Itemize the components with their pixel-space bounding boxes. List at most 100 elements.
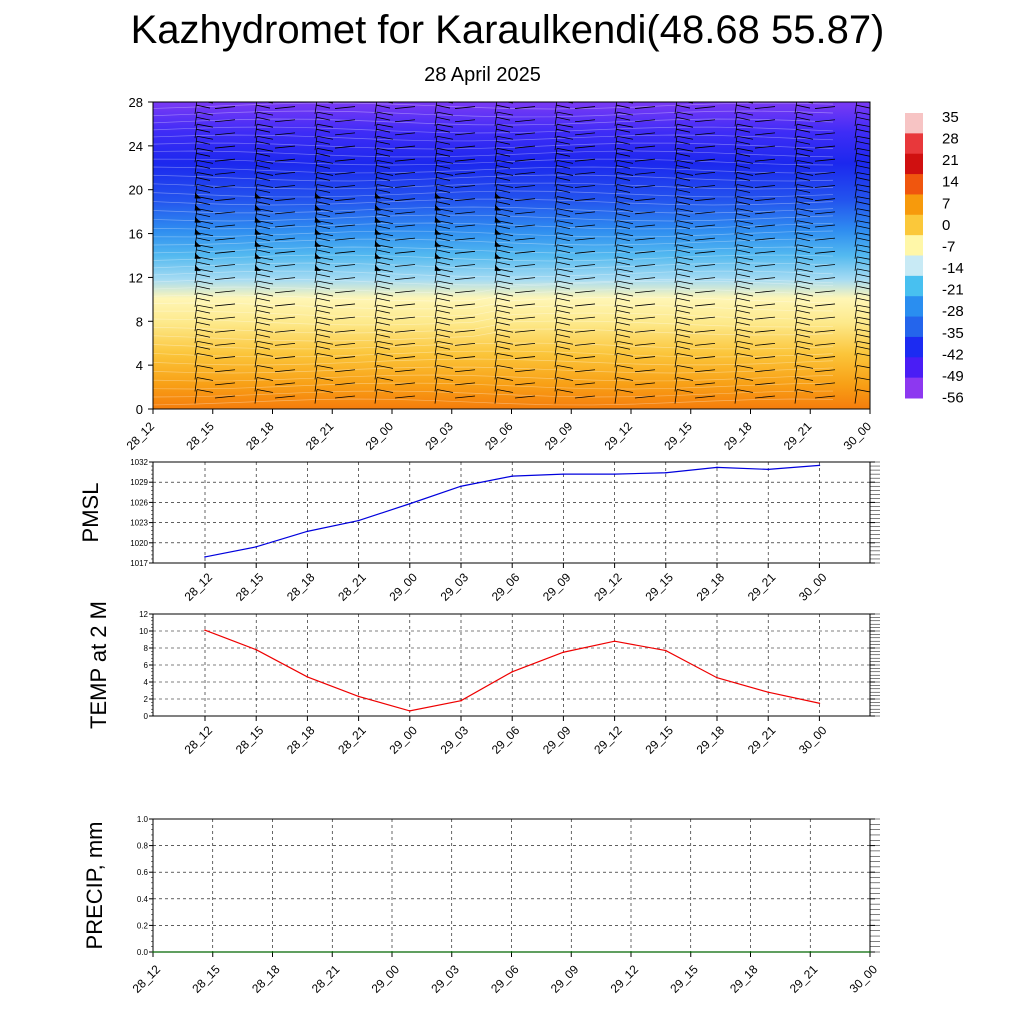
wind-barb-pennant — [255, 228, 261, 235]
wind-barb-feather — [196, 232, 214, 237]
wind-barb-feather — [675, 285, 691, 290]
wind-barb-feather — [195, 177, 211, 181]
wind-barb-feather — [205, 102, 214, 104]
wind-barb-staff — [374, 292, 378, 308]
wind-barb-feather — [334, 237, 356, 241]
wind-barb-feather — [574, 343, 596, 346]
wind-barb-staff — [794, 341, 798, 356]
wind-barb-feather — [436, 196, 454, 200]
wind-barb-feather — [796, 123, 814, 128]
contour-line — [153, 102, 834, 110]
data-point — [562, 473, 565, 475]
wind-barb-feather — [796, 196, 814, 200]
wind-barb-feather — [574, 211, 596, 215]
wind-barb-feather — [574, 329, 596, 333]
data-point — [869, 951, 871, 953]
wind-barb-feather — [556, 365, 574, 369]
wind-barb-feather — [435, 164, 451, 169]
x-tick-label: 29_21 — [781, 419, 815, 453]
wind-barb-staff — [794, 208, 798, 223]
wind-barb-feather — [195, 164, 211, 169]
data-point — [749, 951, 752, 953]
wind-barb-feather — [256, 256, 274, 261]
wind-barb-feather — [454, 211, 476, 215]
wind-barb-feather — [315, 213, 331, 217]
wind-barb-feather — [634, 224, 656, 228]
wind-barb-staff — [194, 353, 198, 368]
wind-barb-feather — [814, 303, 836, 307]
wind-barb-staff — [434, 389, 438, 404]
wind-barb-staff — [314, 112, 318, 127]
wind-barb-pennant — [435, 264, 441, 271]
y-tick-label: 0 — [136, 402, 143, 417]
wind-barb-feather — [855, 140, 870, 145]
wind-barb-feather — [855, 213, 870, 217]
wind-barb-feather — [856, 352, 870, 357]
wind-barb-staff — [854, 365, 858, 380]
wind-barb-feather — [196, 292, 214, 297]
wind-barb-feather — [315, 309, 331, 314]
wind-barb-feather — [496, 159, 514, 164]
wind-barb-feather — [754, 277, 776, 281]
wind-barb-feather — [436, 304, 454, 309]
wind-barb-feather — [556, 147, 574, 152]
wind-barb-staff — [194, 292, 198, 308]
wind-barb-feather — [436, 340, 454, 345]
wind-barb-staff — [794, 220, 798, 235]
wind-barb-feather — [255, 213, 271, 217]
wind-barb-feather — [855, 104, 870, 109]
wind-barb-feather — [616, 280, 634, 285]
wind-barb-feather — [574, 224, 596, 228]
wind-barb-feather — [814, 369, 836, 373]
wind-barb-feather — [574, 158, 596, 162]
wind-barb-feather — [754, 171, 776, 175]
y-axis-label: PRECIP, mm — [82, 822, 107, 950]
wind-barb-feather — [376, 256, 394, 261]
wind-barb-feather — [754, 395, 776, 399]
wind-barb-feather — [814, 277, 836, 281]
wind-barb-feather — [796, 232, 814, 237]
wind-barb-staff — [254, 292, 258, 308]
contour-line — [153, 288, 834, 302]
wind-barb-staff — [734, 136, 738, 151]
wind-barb-feather — [675, 213, 691, 217]
wind-barb-feather — [675, 140, 691, 145]
wind-barb-feather — [375, 273, 391, 278]
wind-barb-feather — [436, 172, 454, 176]
wind-barb-feather — [814, 290, 836, 294]
wind-barb-feather — [196, 365, 214, 369]
colorbar-segment — [905, 194, 923, 216]
wind-barb-feather — [676, 147, 694, 152]
wind-barb-feather — [736, 159, 754, 164]
wind-barb-feather — [796, 377, 814, 381]
wind-barb-feather — [736, 172, 754, 176]
y-tick-label: 4 — [136, 358, 143, 373]
wind-barb-feather — [676, 111, 694, 116]
wind-barb-staff — [314, 160, 318, 175]
wind-barb-feather — [754, 316, 776, 320]
wind-barb-feather — [274, 369, 296, 373]
wind-barb-staff — [434, 148, 438, 163]
wind-barb-staff — [554, 341, 558, 356]
wind-barb-feather — [574, 250, 596, 254]
wind-barb-feather — [454, 343, 476, 346]
wind-barb-feather — [875, 159, 895, 161]
x-tick-label: 29_09 — [540, 723, 574, 757]
wind-barb-feather — [214, 198, 236, 202]
wind-barb-feather — [514, 158, 536, 162]
wind-barb-feather — [555, 140, 571, 145]
colorbar-label: 7 — [942, 195, 950, 212]
wind-barb-feather — [375, 201, 391, 205]
wind-barb-feather — [875, 238, 895, 240]
wind-barb-pennant — [375, 192, 381, 199]
wind-barb-feather — [676, 352, 694, 357]
wind-barb-feather — [754, 145, 776, 149]
wind-barb-staff — [374, 305, 378, 320]
wind-barb-feather — [615, 249, 631, 254]
wind-barb-feather — [736, 340, 754, 345]
wind-barb-feather — [496, 256, 514, 261]
wind-barb-staff — [854, 292, 858, 308]
wind-barb-feather — [875, 383, 895, 385]
wind-barb-feather — [436, 268, 454, 273]
wind-barb-feather — [256, 292, 274, 297]
